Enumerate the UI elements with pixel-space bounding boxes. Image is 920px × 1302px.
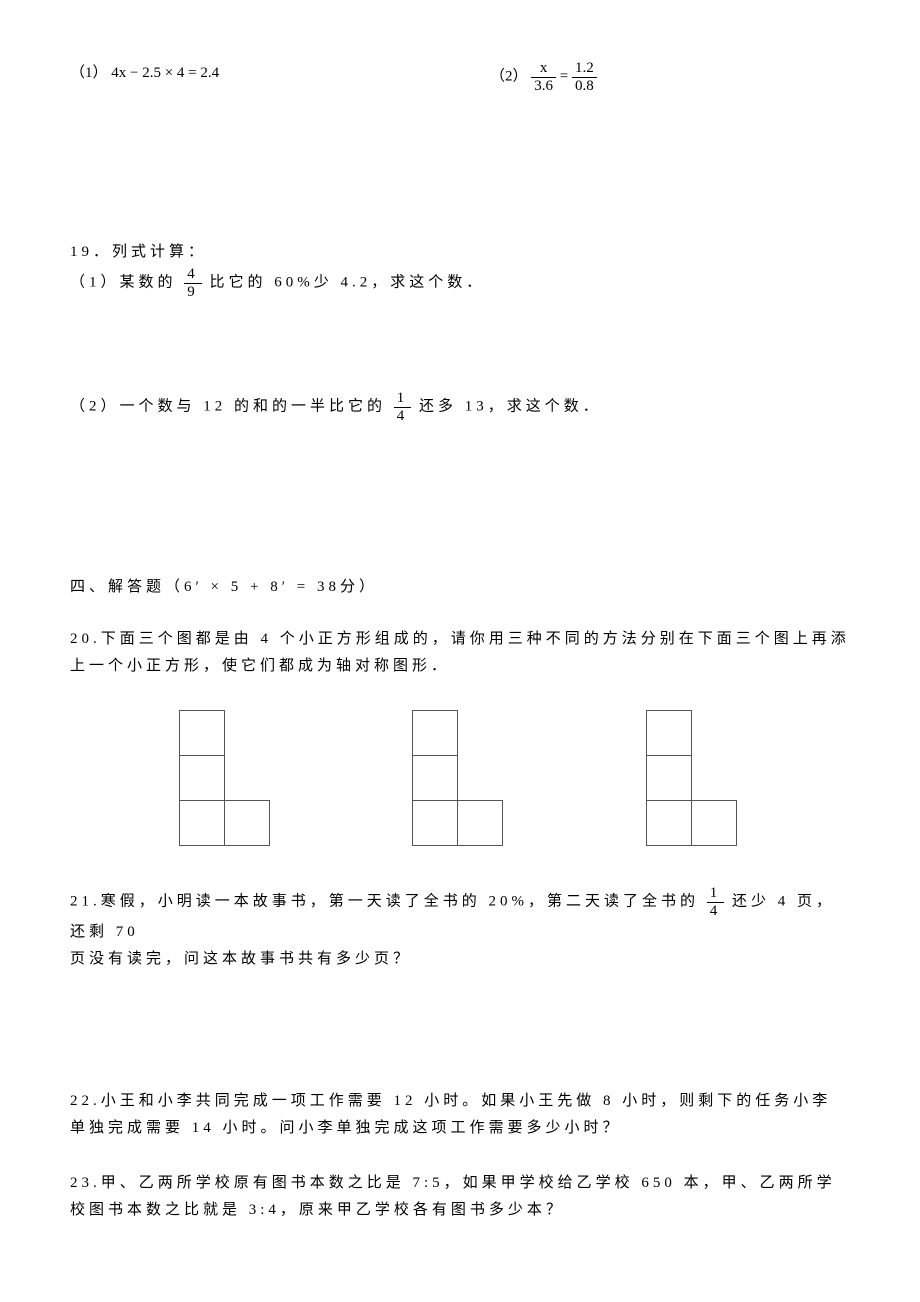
q19-part2: （2）一个数与 12 的和的一半比它的 1 4 还多 13，求这个数． — [70, 390, 850, 424]
q20-figures-row — [110, 710, 810, 850]
square-cell — [179, 755, 225, 801]
question-22: 22.小王和小李共同完成一项工作需要 12 小时。如果小王先做 8 小时，则剩下… — [70, 1088, 850, 1142]
square-cell — [691, 800, 737, 846]
q19-part1: （1）某数的 4 9 比它的 60%少 4.2，求这个数． — [70, 266, 850, 300]
q18-p2-lhs-fraction: x 3.6 — [531, 60, 556, 94]
q21-fraction: 1 4 — [707, 885, 725, 919]
fraction-numerator: 4 — [184, 266, 202, 284]
fraction-numerator: 1 — [394, 390, 412, 408]
question-18: （1） 4x − 2.5 × 4 = 2.4 （2） x 3.6 = 1.2 0… — [70, 60, 850, 94]
q21-pre: 21.寒假，小明读一本故事书，第一天读了全书的 20%，第二天读了全书的 — [70, 893, 707, 909]
square-cell — [457, 800, 503, 846]
q19-p1-fraction: 4 9 — [184, 266, 202, 300]
square-cell — [224, 800, 270, 846]
fraction-numerator: 1.2 — [572, 60, 597, 78]
question-19: 19．列式计算： （1）某数的 4 9 比它的 60%少 4.2，求这个数． （… — [70, 239, 850, 424]
square-cell — [412, 800, 458, 846]
fraction-denominator: 0.8 — [572, 78, 597, 95]
question-23: 23.甲、乙两所学校原有图书本数之比是 7:5，如果甲学校给乙学校 650 本，… — [70, 1170, 850, 1224]
q20-text: 20.下面三个图都是由 4 个小正方形组成的，请你用三种不同的方法分别在下面三个… — [70, 626, 850, 680]
square-cell — [179, 710, 225, 756]
square-cell — [412, 755, 458, 801]
q21-line2: 页没有读完，问这本故事书共有多少页？ — [70, 946, 850, 973]
fraction-denominator: 4 — [707, 903, 725, 920]
q18-p2-label: （2） — [490, 68, 528, 84]
q18-p1-equation: 4x − 2.5 × 4 = 2.4 — [111, 65, 219, 81]
fraction-denominator: 4 — [394, 408, 412, 425]
q18-p2-rhs-fraction: 1.2 0.8 — [572, 60, 597, 94]
square-cell — [646, 710, 692, 756]
q19-p1-post: 比它的 60%少 4.2，求这个数． — [202, 274, 486, 290]
square-cell — [646, 755, 692, 801]
q18-part2: （2） x 3.6 = 1.2 0.8 — [490, 60, 850, 94]
section-4-title: 四、解答题（6′ × 5 + 8′ = 38分） — [70, 574, 850, 601]
l-shape-figure — [179, 710, 274, 850]
fraction-numerator: 1 — [707, 885, 725, 903]
q21-line1: 21.寒假，小明读一本故事书，第一天读了全书的 20%，第二天读了全书的 1 4… — [70, 885, 850, 946]
equals-sign: = — [560, 69, 572, 85]
q18-part1: （1） 4x − 2.5 × 4 = 2.4 — [70, 60, 430, 94]
q18-p1-label: （1） — [70, 65, 108, 81]
l-shape-figure — [646, 710, 741, 850]
square-cell — [412, 710, 458, 756]
section-4-pre: 四、解答题（ — [70, 579, 184, 595]
fraction-denominator: 9 — [184, 284, 202, 301]
section-4-post: 分） — [340, 579, 378, 595]
l-shape-figure — [412, 710, 507, 850]
question-20: 20.下面三个图都是由 4 个小正方形组成的，请你用三种不同的方法分别在下面三个… — [70, 626, 850, 850]
square-cell — [646, 800, 692, 846]
q19-p1-pre: （1）某数的 — [70, 274, 184, 290]
question-21: 21.寒假，小明读一本故事书，第一天读了全书的 20%，第二天读了全书的 1 4… — [70, 885, 850, 973]
q19-p2-pre: （2）一个数与 12 的和的一半比它的 — [70, 398, 394, 414]
fraction-denominator: 3.6 — [531, 78, 556, 95]
section-4-expr: 6′ × 5 + 8′ = 38 — [184, 579, 340, 595]
fraction-numerator: x — [531, 60, 556, 78]
q19-heading: 19．列式计算： — [70, 239, 850, 266]
q19-p2-fraction: 1 4 — [394, 390, 412, 424]
square-cell — [179, 800, 225, 846]
q19-p2-post: 还多 13，求这个数． — [411, 398, 602, 414]
